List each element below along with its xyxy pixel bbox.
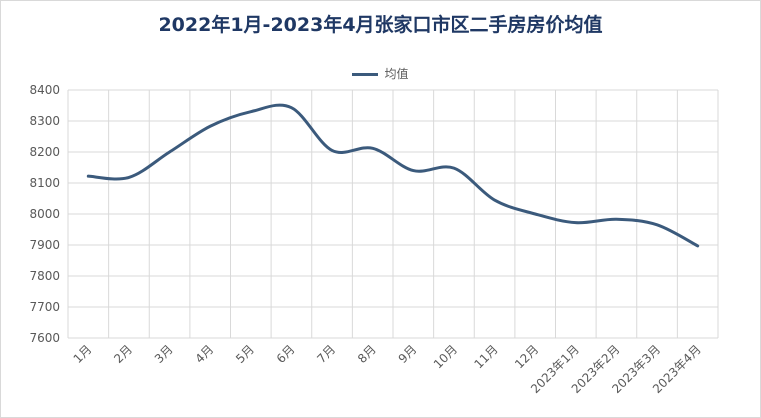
legend-swatch [352, 73, 379, 76]
x-tick-label: 5月 [233, 342, 257, 366]
x-tick-label: 6月 [274, 342, 298, 366]
x-tick-label: 8月 [355, 342, 379, 366]
x-tick-label: 1月 [71, 342, 95, 366]
x-tick-label: 7月 [314, 342, 338, 366]
x-tick-label: 9月 [396, 342, 420, 366]
x-tick-label: 12月 [512, 342, 541, 371]
y-tick-label: 8000 [29, 207, 60, 221]
x-tick-label: 4月 [193, 342, 217, 366]
grid-lines [67, 89, 719, 339]
y-tick-labels: 7600 7700 7800 7900 8000 8100 8200 8300 8400 [29, 83, 60, 345]
x-tick-label: 2月 [111, 342, 135, 366]
y-tick-label: 8100 [29, 176, 60, 190]
y-tick-label: 7700 [29, 300, 60, 314]
y-tick-label: 8300 [29, 114, 60, 128]
chart-title: 2022年1月-2023年4月张家口市区二手房房价均值 [158, 14, 603, 36]
y-tick-label: 8400 [29, 83, 60, 97]
legend-label: 均值 [384, 67, 409, 81]
y-tick-label: 8200 [29, 145, 60, 159]
y-tick-label: 7900 [29, 238, 60, 252]
x-tick-label: 10月 [431, 342, 460, 371]
chart-legend: 均值 [0, 65, 761, 82]
y-tick-label: 7600 [29, 331, 60, 345]
x-tick-label: 3月 [152, 342, 176, 366]
x-tick-label: 11月 [471, 342, 500, 371]
x-tick-labels: 1月 2月 3月 4月 5月 6月 7月 8月 9月 10月 11月 12月2023年1月2023年2… [71, 342, 704, 396]
series-lines [86, 103, 700, 248]
y-tick-label: 7800 [29, 269, 60, 283]
series-line [86, 103, 700, 248]
